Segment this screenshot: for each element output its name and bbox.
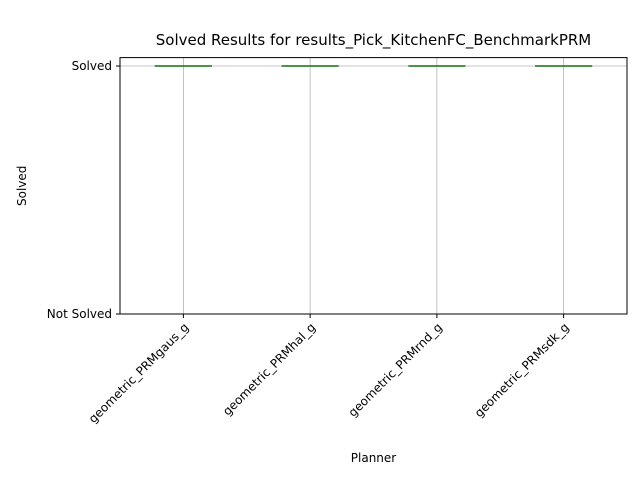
y-tick-label: Not Solved (47, 307, 112, 321)
y-axis-label: Solved (15, 166, 29, 206)
chart-title: Solved Results for results_Pick_KitchenF… (156, 31, 591, 50)
y-ticks: Not Solved Solved (47, 59, 120, 321)
plot-frame (119, 57, 628, 315)
x-axis-label: Planner (351, 451, 397, 465)
y-tick-label: Solved (72, 59, 112, 73)
